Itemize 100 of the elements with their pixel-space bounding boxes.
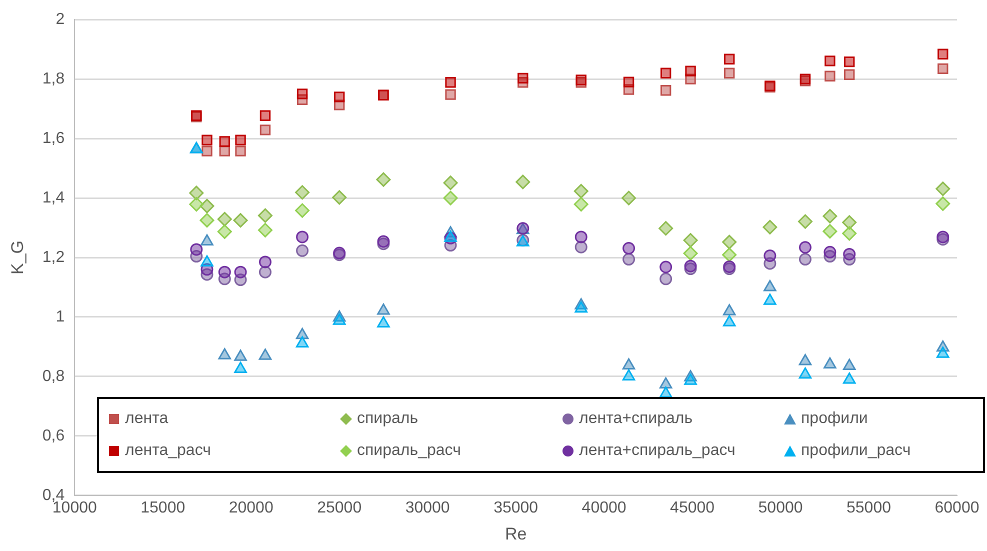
point: [684, 260, 697, 272]
point: [189, 197, 204, 212]
point: [660, 260, 672, 274]
point: [622, 253, 636, 266]
point: [296, 336, 309, 348]
point: [444, 230, 457, 242]
x-tick-label: 50000: [758, 499, 803, 516]
x-tick-label: 15000: [140, 499, 186, 516]
point: [377, 316, 390, 328]
legend-label: спираль_расч: [357, 442, 461, 460]
point: [798, 214, 812, 229]
point: [658, 221, 674, 236]
point: [296, 244, 309, 257]
y-tick-label: 2: [56, 11, 65, 28]
point: [445, 77, 456, 88]
point: [260, 124, 271, 136]
y-axis-title: K_G: [8, 240, 27, 275]
legend-label: профили: [801, 410, 868, 428]
x-tick-label: 35000: [494, 499, 538, 516]
point: [334, 92, 345, 102]
point: [296, 230, 309, 244]
point: [936, 182, 950, 196]
point: [798, 241, 812, 254]
point: [376, 172, 391, 187]
point: [200, 198, 214, 214]
point: [219, 136, 230, 147]
point: [683, 233, 698, 248]
point: [722, 304, 736, 316]
y-tick-label: 1: [56, 308, 65, 326]
point: [622, 190, 636, 206]
point: [824, 246, 836, 258]
point: [443, 190, 458, 206]
point: [217, 212, 232, 226]
point: [764, 294, 776, 305]
point: [234, 362, 247, 374]
point: [189, 186, 204, 200]
point: [936, 230, 950, 244]
point: [660, 68, 672, 78]
point: [202, 146, 212, 156]
point: [295, 185, 310, 200]
point: [842, 215, 857, 230]
point: [332, 190, 347, 205]
point: [762, 220, 778, 234]
point: [842, 372, 856, 384]
y-tick-label: 1,8: [42, 70, 65, 88]
point: [623, 76, 634, 88]
point: [660, 85, 672, 96]
point: [295, 203, 310, 218]
point: [296, 328, 309, 340]
point: [234, 350, 247, 361]
point: [684, 374, 697, 385]
point: [190, 243, 203, 256]
point: [574, 197, 588, 212]
point: [235, 146, 246, 156]
legend-label: профили_расч: [801, 442, 911, 460]
point: [764, 280, 776, 292]
y-tick-label: 1,4: [42, 189, 65, 206]
point: [622, 369, 636, 380]
point: [798, 367, 812, 379]
point: [516, 174, 530, 190]
y-tick-label: 1,6: [42, 130, 65, 147]
y-tick-label: 1,2: [42, 248, 65, 266]
point: [332, 314, 346, 325]
point: [660, 272, 672, 286]
point: [724, 68, 735, 78]
point: [574, 301, 588, 313]
x-tick-label: 30000: [405, 499, 450, 516]
point: [722, 315, 736, 326]
legend-label: лента: [125, 410, 168, 428]
point: [260, 110, 271, 121]
point: [258, 348, 272, 360]
point: [258, 222, 272, 238]
x-tick-label: 45000: [670, 499, 715, 516]
x-tick-label: 20000: [228, 499, 274, 516]
point: [723, 260, 736, 273]
point: [764, 249, 776, 262]
point: [824, 70, 836, 82]
y-tick-label: 0,6: [42, 427, 65, 444]
x-tick-label: 55000: [846, 499, 892, 516]
point: [258, 208, 272, 223]
point: [200, 255, 214, 267]
point: [822, 208, 838, 224]
point: [202, 134, 212, 146]
point: [724, 54, 735, 64]
point: [659, 377, 672, 388]
point: [200, 213, 214, 228]
point: [936, 196, 950, 211]
point: [377, 303, 390, 315]
point: [235, 134, 246, 146]
point: [938, 48, 948, 60]
point: [843, 248, 856, 260]
point: [443, 176, 458, 190]
x-tick-label: 40000: [582, 499, 626, 516]
legend-label: лента+спираль: [579, 410, 693, 428]
point: [258, 266, 272, 278]
point: [377, 235, 390, 248]
point: [200, 234, 214, 246]
point: [798, 253, 812, 266]
point: [685, 66, 696, 76]
point: [622, 358, 636, 370]
